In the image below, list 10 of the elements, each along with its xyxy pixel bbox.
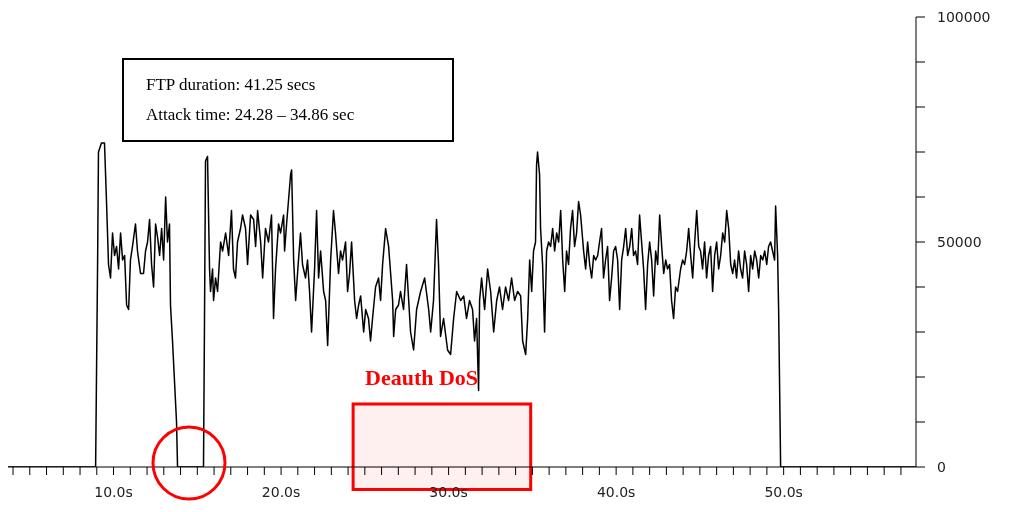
y-tick-label: 0 [937,459,946,475]
x-tick-label: 50.0s [764,484,803,500]
x-tick-label: 40.0s [596,484,636,500]
y-tick-label: 100000 [937,9,991,25]
band-label: Deauth DoS [365,365,479,391]
annotation: FTP duration: 41.25 secs [146,74,317,96]
annotation: Attack time: 24.28 – 34.86 sec [146,104,356,126]
x-tick-label: 10.0s [94,484,133,500]
y-tick-label: 50000 [937,234,982,250]
x-tick-label: 20.0s [261,484,301,500]
